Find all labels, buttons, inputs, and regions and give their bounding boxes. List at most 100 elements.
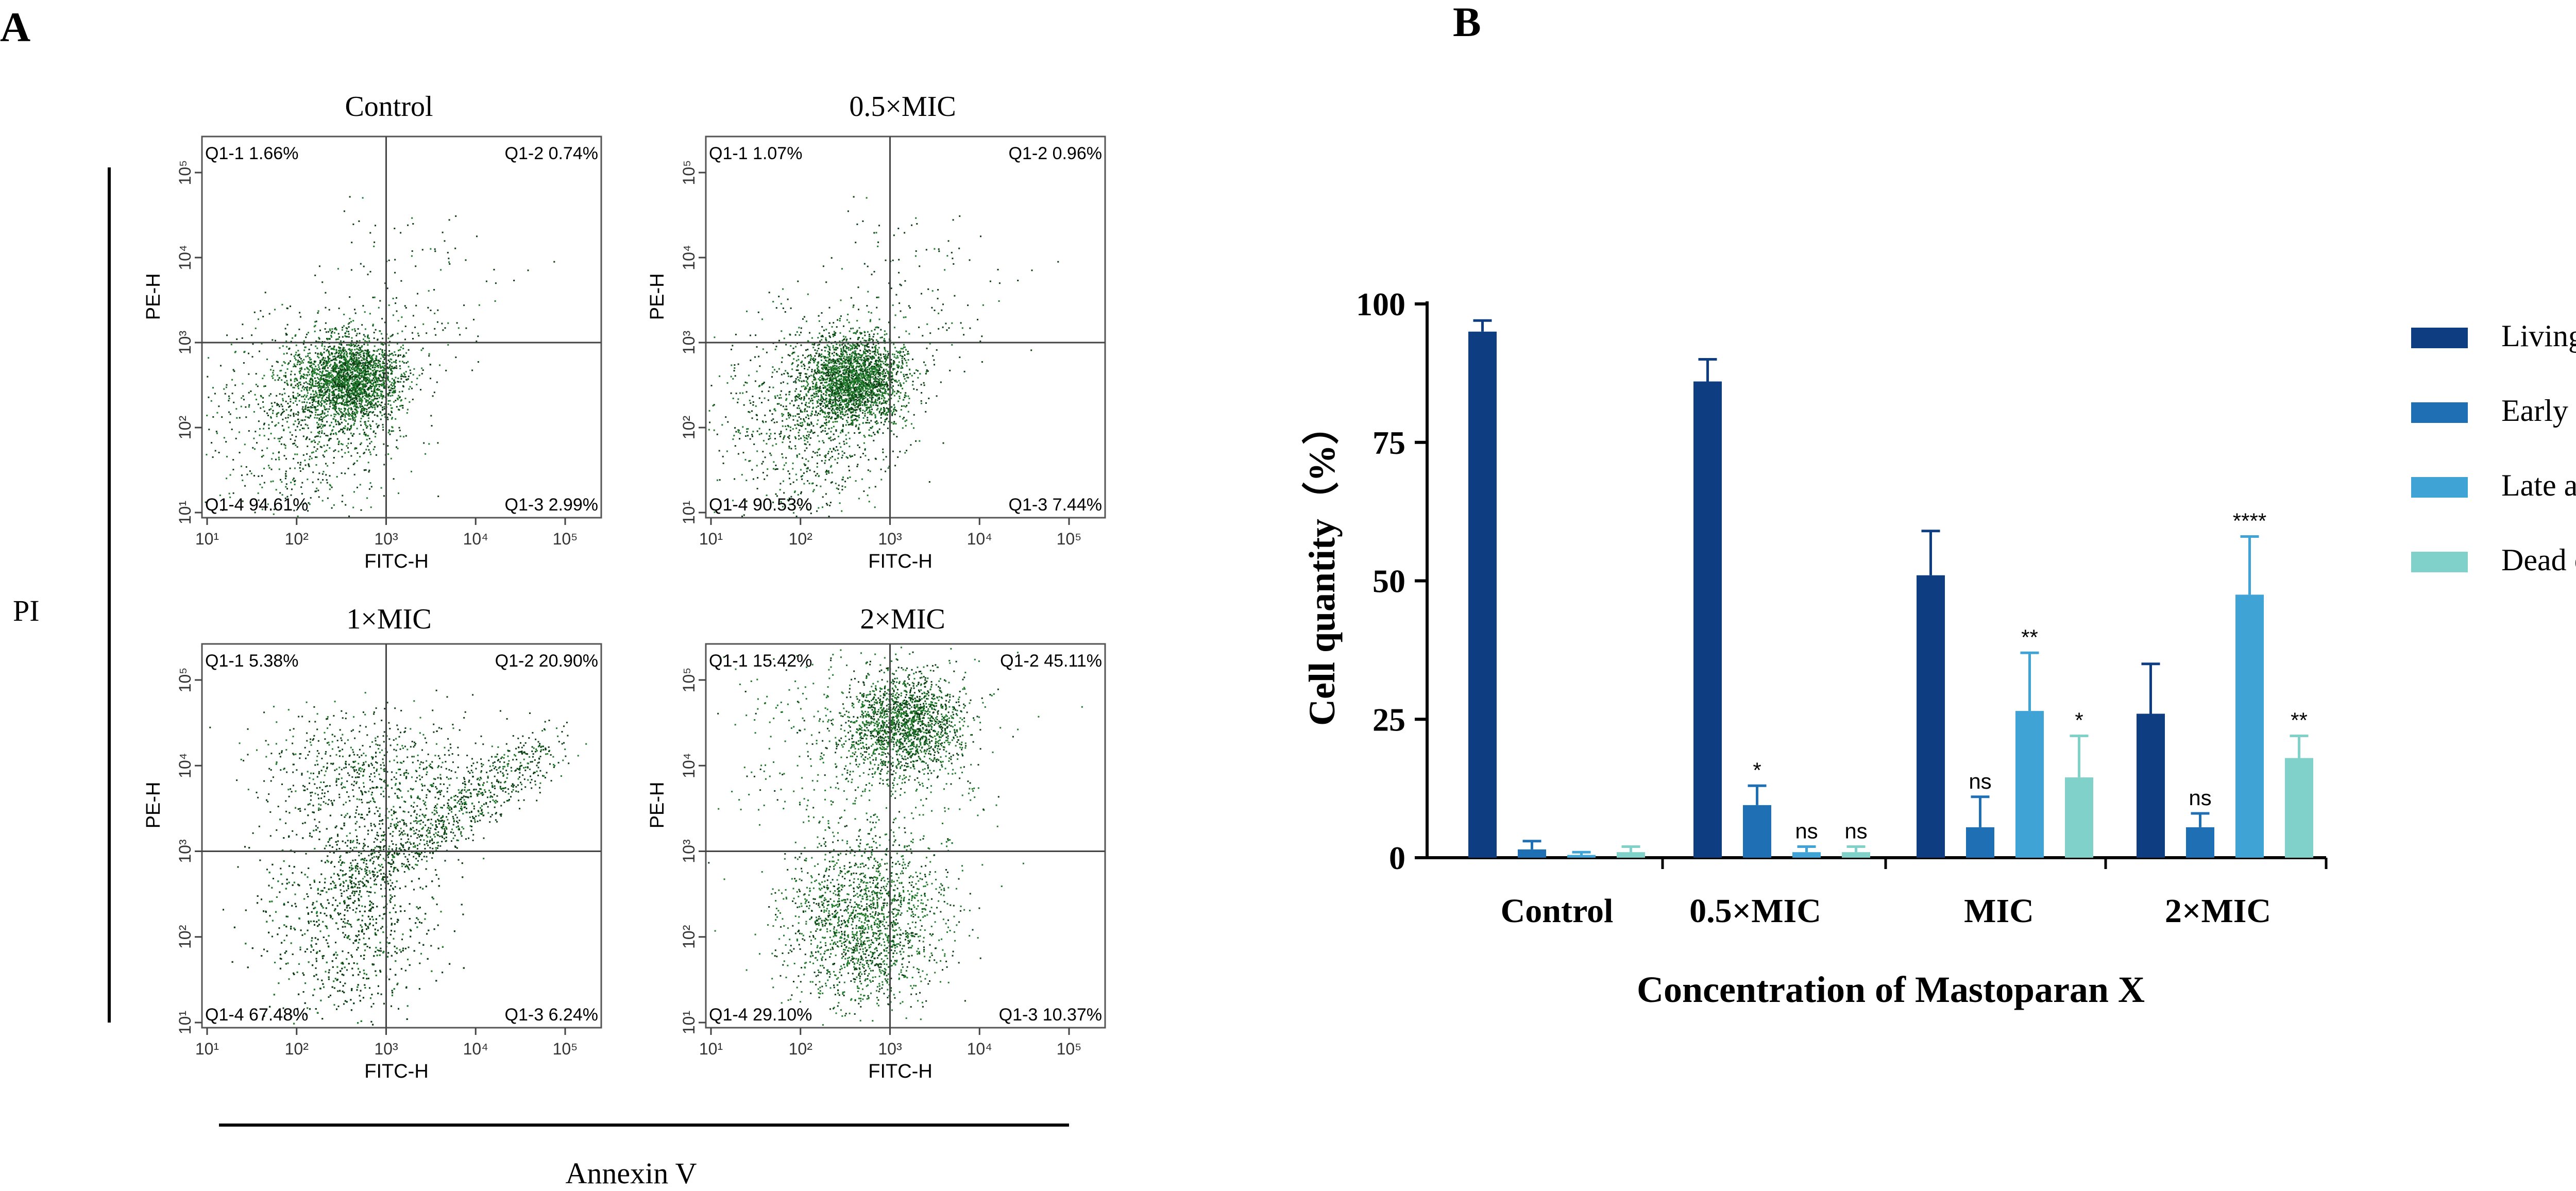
event-dot	[315, 392, 317, 394]
event-dot	[318, 394, 320, 395]
event-dot	[360, 442, 362, 444]
event-dot	[374, 360, 376, 362]
event-dot	[806, 435, 808, 437]
event-dot	[234, 351, 236, 353]
event-dot	[908, 402, 910, 404]
event-dot	[338, 378, 341, 380]
event-dot	[370, 396, 372, 398]
event-dot	[833, 365, 834, 367]
event-dot	[255, 327, 257, 329]
event-dot	[402, 344, 404, 346]
event-dot	[868, 339, 870, 342]
event-dot	[246, 473, 248, 475]
event-dot	[886, 412, 888, 414]
event-dot	[361, 324, 363, 326]
event-dot	[380, 384, 382, 386]
event-dot	[245, 466, 247, 468]
event-dot	[386, 287, 388, 290]
event-dot	[348, 389, 350, 392]
event-dot	[316, 372, 318, 375]
event-dot	[337, 338, 340, 340]
event-dot	[868, 400, 870, 402]
event-dot	[314, 377, 316, 379]
event-dot	[334, 355, 336, 358]
event-dot	[343, 407, 345, 410]
event-dot	[850, 348, 852, 350]
event-dot	[828, 362, 830, 364]
event-dot	[847, 405, 849, 407]
event-dot	[366, 341, 368, 343]
event-dot	[348, 362, 350, 364]
event-dot	[849, 395, 851, 397]
event-dot	[822, 355, 824, 358]
event-dot	[313, 360, 315, 362]
event-dot	[830, 368, 832, 370]
event-dot	[841, 385, 843, 387]
event-dot	[282, 400, 284, 402]
event-dot	[829, 402, 832, 404]
event-dot	[340, 402, 342, 404]
event-dot	[868, 391, 870, 393]
event-dot	[372, 373, 374, 376]
event-dot	[272, 405, 274, 407]
event-dot	[374, 388, 376, 390]
event-dot	[875, 339, 877, 341]
event-dot	[382, 366, 384, 368]
event-dot	[879, 378, 881, 380]
event-dot	[363, 384, 365, 386]
event-dot	[862, 370, 865, 372]
event-dot	[334, 410, 336, 412]
event-dot	[849, 358, 851, 360]
event-dot	[851, 357, 853, 359]
event-dot	[319, 371, 321, 373]
event-dot	[316, 368, 318, 370]
event-dot	[863, 366, 866, 368]
event-dot	[343, 413, 345, 415]
event-dot	[388, 350, 391, 352]
event-dot	[806, 385, 808, 387]
event-dot	[862, 385, 864, 387]
event-dot	[851, 400, 853, 402]
event-dot	[383, 495, 385, 497]
event-dot	[351, 360, 353, 362]
event-dot	[842, 335, 844, 337]
event-dot	[906, 353, 908, 355]
event-dot	[371, 379, 373, 381]
event-dot	[800, 398, 802, 400]
event-dot	[433, 392, 435, 394]
event-dot	[317, 310, 319, 312]
event-dot	[299, 467, 301, 469]
event-dot	[323, 392, 325, 394]
event-dot	[308, 371, 310, 373]
event-dot	[402, 407, 404, 409]
event-dot	[388, 366, 391, 368]
event-dot	[302, 343, 304, 345]
event-dot	[355, 411, 358, 413]
event-dot	[355, 388, 357, 390]
event-dot	[846, 390, 848, 392]
event-dot	[408, 388, 410, 390]
event-dot	[831, 326, 833, 328]
event-dot	[866, 379, 868, 381]
event-dot	[352, 401, 354, 403]
event-dot	[293, 509, 295, 512]
event-dot	[315, 361, 316, 363]
event-dot	[864, 413, 866, 415]
event-dot	[312, 396, 314, 398]
event-dot	[362, 365, 364, 366]
event-dot	[295, 334, 297, 336]
event-dot	[334, 389, 336, 391]
event-dot	[333, 426, 335, 428]
event-dot	[360, 399, 362, 401]
event-dot	[249, 470, 251, 472]
event-dot	[317, 312, 319, 314]
event-dot	[344, 409, 346, 411]
event-dot	[884, 419, 886, 421]
event-dot	[400, 404, 402, 406]
event-dot	[891, 372, 893, 374]
event-dot	[382, 344, 384, 346]
event-dot	[369, 365, 371, 367]
event-dot	[836, 353, 838, 355]
event-dot	[821, 353, 823, 355]
event-dot	[854, 350, 856, 352]
